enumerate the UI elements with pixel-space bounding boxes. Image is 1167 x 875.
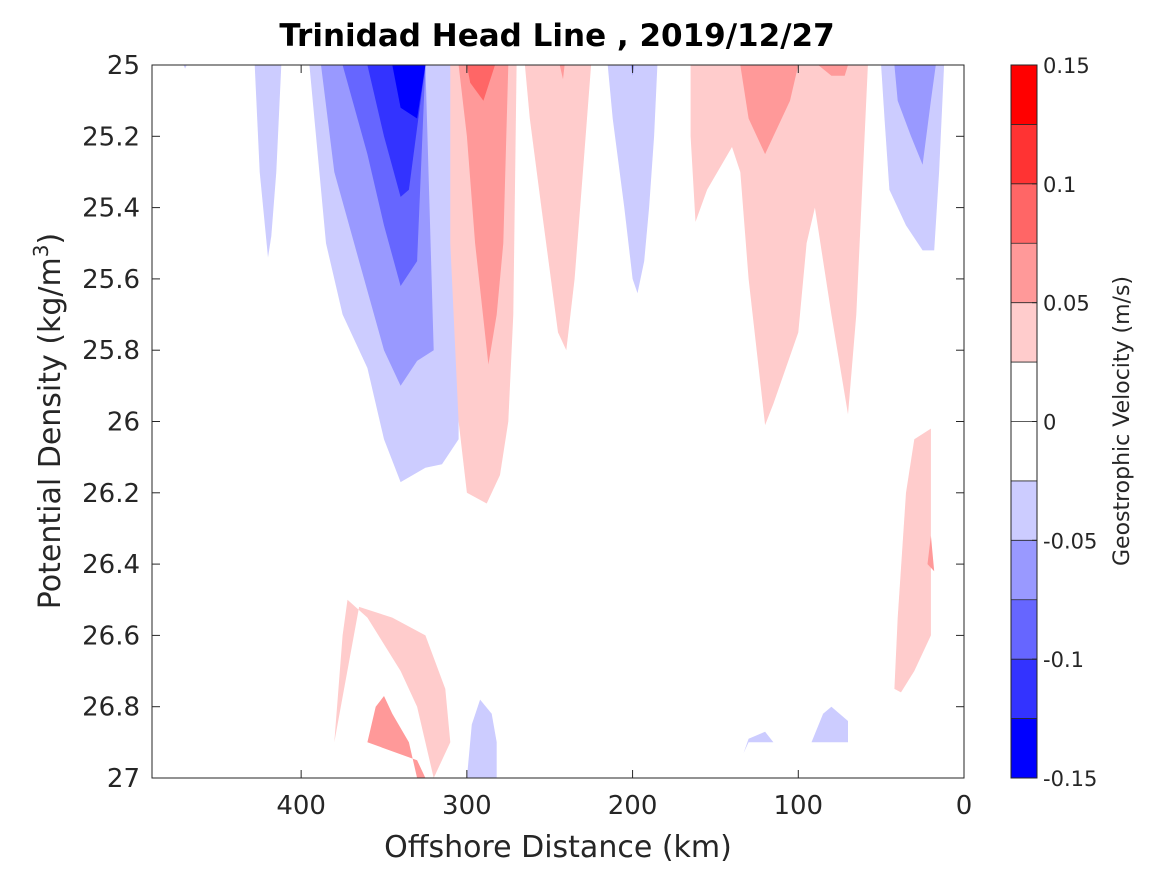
x-axis-label: Offshore Distance (km) bbox=[384, 830, 732, 865]
contour-region-positive-nearshore-upper-15 bbox=[740, 65, 799, 155]
plot-area: 400 300 200 100 0 25 25.2 25.4 25.6 25.8 26 26.2 26… bbox=[82, 51, 972, 821]
colorbar: 0.15 0.1 0.05 0 -0.05 -0.1 -0.15 Geostrophic V… bbox=[1010, 54, 1135, 791]
colorbar-tick-label: 0 bbox=[1043, 411, 1056, 435]
colorbar-segment-10 bbox=[1011, 124, 1037, 184]
contour-region-negative-column-420km-5 bbox=[254, 65, 282, 258]
y-tick-label: 25.8 bbox=[82, 336, 140, 366]
colorbar-ticks: 0.15 0.1 0.05 0 -0.05 -0.1 -0.15 bbox=[1032, 54, 1097, 791]
contour-region-negative-core-offshore-4 bbox=[392, 65, 426, 119]
contour-region-positive-deep-offshore-22 bbox=[367, 696, 426, 778]
colorbar-tick-label: 0.05 bbox=[1043, 292, 1090, 316]
y-tick-label: 25.2 bbox=[82, 122, 140, 152]
contour-region-positive-nearshore-upper-14 bbox=[690, 65, 868, 426]
x-tick-label: 0 bbox=[956, 791, 973, 821]
colorbar-segment-2 bbox=[1011, 599, 1037, 660]
contour-region-positive-speck-20km-20 bbox=[927, 535, 935, 572]
y-axis-label-main: Potential Density (kg/m bbox=[33, 257, 68, 609]
colorbar-tick-label: -0.05 bbox=[1043, 529, 1097, 553]
contour-region-negative-column-35km-18 bbox=[894, 65, 936, 165]
y-tick-label: 26.6 bbox=[82, 621, 140, 651]
colorbar-segment-3 bbox=[1011, 540, 1037, 600]
x-tick-label: 300 bbox=[442, 791, 492, 821]
colorbar-segment-11 bbox=[1011, 65, 1037, 125]
colorbar-segment-4 bbox=[1011, 480, 1037, 541]
colorbar-segment-5 bbox=[1011, 421, 1037, 481]
contour-region-positive-speck-243km-11 bbox=[559, 65, 565, 80]
y-tick-label: 26.4 bbox=[82, 550, 140, 580]
x-tick-label: 400 bbox=[276, 791, 326, 821]
contour-region-positive-column-290km-9 bbox=[466, 65, 495, 101]
y-axis-ticks: 25 25.2 25.4 25.6 25.8 26 26.2 26.4 26.6 26.8 27 bbox=[82, 51, 964, 794]
x-axis-ticks: 400 300 200 100 0 bbox=[276, 65, 972, 821]
contour-region-negative-deep-290km-23 bbox=[466, 699, 497, 778]
y-axis-label-end: ) bbox=[33, 233, 68, 245]
y-axis-label-superscript: 3 bbox=[29, 244, 53, 257]
contour-region-positive-column-245km-10 bbox=[524, 65, 592, 351]
colorbar-segment-8 bbox=[1011, 243, 1037, 303]
colorbar-segments bbox=[1011, 65, 1037, 778]
colorbar-tick-label: -0.15 bbox=[1043, 767, 1097, 791]
x-tick-label: 100 bbox=[773, 791, 823, 821]
y-tick-label: 25.4 bbox=[82, 194, 140, 224]
colorbar-segment-1 bbox=[1011, 659, 1037, 719]
contour-region-positive-nearshore-deep-19 bbox=[894, 428, 931, 693]
contour-region-negative-column-200km-12 bbox=[607, 65, 658, 294]
colorbar-segment-6 bbox=[1011, 362, 1037, 422]
y-tick-label: 26 bbox=[107, 408, 140, 438]
contour-region-positive-column-290km-8 bbox=[458, 65, 509, 365]
y-axis-label: Potential Density (kg/m3) bbox=[29, 233, 68, 609]
contour-fills bbox=[183, 65, 945, 778]
y-tick-label: 25.6 bbox=[82, 265, 140, 295]
contour-region-negative-deep-80km-25 bbox=[811, 706, 848, 743]
y-tick-label: 26.8 bbox=[82, 693, 140, 723]
y-tick-label: 26.2 bbox=[82, 479, 140, 509]
contour-region-positive-nearshore-upper-16 bbox=[818, 65, 848, 76]
y-tick-label: 25 bbox=[107, 51, 140, 81]
colorbar-segment-0 bbox=[1011, 718, 1037, 778]
colorbar-segment-9 bbox=[1011, 183, 1037, 244]
chart-title: Trinidad Head Line , 2019/12/27 bbox=[279, 18, 834, 54]
contour-region-positive-deep-offshore-21 bbox=[334, 599, 451, 778]
colorbar-label: Geostrophic Velocity (m/s) bbox=[1110, 276, 1135, 566]
colorbar-tick-label: 0.1 bbox=[1043, 173, 1076, 197]
contour-region-negative-speck-470km-6 bbox=[183, 65, 187, 69]
contour-region-negative-deep-130km-24 bbox=[743, 731, 774, 753]
colorbar-segment-7 bbox=[1011, 302, 1037, 363]
colorbar-tick-label: -0.1 bbox=[1043, 648, 1084, 672]
y-tick-label: 27 bbox=[107, 764, 140, 794]
x-tick-label: 200 bbox=[608, 791, 658, 821]
colorbar-tick-label: 0.15 bbox=[1043, 54, 1090, 78]
